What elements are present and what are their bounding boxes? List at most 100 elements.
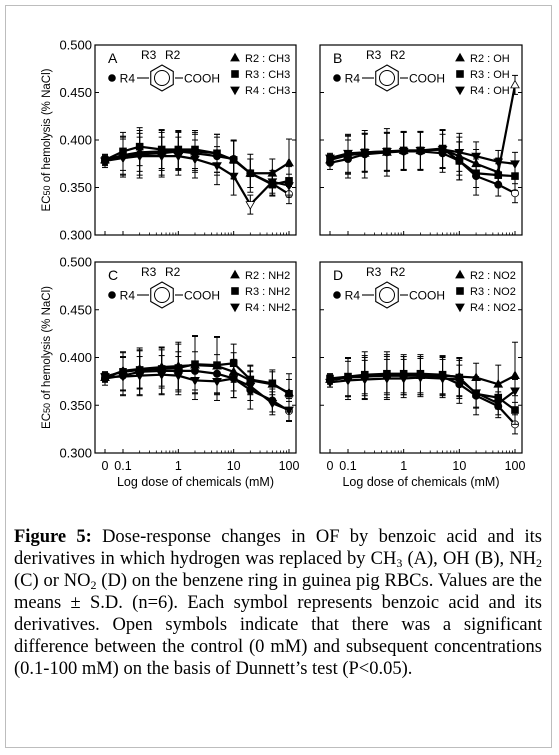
data-point <box>493 158 504 168</box>
caption-label: Figure 5: <box>14 527 92 547</box>
data-point <box>100 157 110 167</box>
data-point <box>511 406 519 414</box>
panel-letter: A <box>108 50 118 66</box>
x-tick-label: 10 <box>452 459 466 473</box>
legend-label: R2 : NO2 <box>470 270 516 282</box>
y-tick-label: 0.450 <box>59 302 92 317</box>
series-3 <box>325 357 520 416</box>
benzene-aromatic-circle <box>154 70 170 86</box>
caption-text-4: (D) on the benzene ring in guinea pig RB… <box>14 571 542 679</box>
y-tick-label: 0.350 <box>59 180 92 195</box>
structure-cooh-label: COOH <box>184 72 220 86</box>
series-3 <box>100 136 294 215</box>
data-point <box>245 382 256 392</box>
data-point <box>118 373 128 382</box>
y-tick-label: 0.500 <box>59 255 92 270</box>
legend-circle-marker <box>108 74 116 82</box>
x-tick-label: 100 <box>505 459 526 473</box>
legend-marker <box>455 52 465 62</box>
data-point <box>267 399 278 409</box>
data-point <box>284 157 294 167</box>
y-axis-label: EC50 of hemolysis (% NaCl) <box>41 68 53 211</box>
x-axis-label: Log dose of chemicals (mM) <box>342 475 499 489</box>
benzene-aromatic-circle <box>379 287 395 303</box>
structure-cooh-label: COOH <box>184 289 220 303</box>
benzene-ring <box>375 64 399 92</box>
data-point <box>284 182 294 191</box>
y-tick-label: 0.350 <box>59 398 92 413</box>
data-point <box>267 178 278 188</box>
legend-marker <box>456 287 464 295</box>
legend-label: R4 : NO2 <box>470 302 516 314</box>
x-tick-label: 0 <box>327 459 334 473</box>
legend-marker <box>230 269 240 279</box>
data-point <box>228 172 239 182</box>
y-tick-label: 0.300 <box>59 228 92 243</box>
benzene-ring <box>150 64 174 92</box>
series-0 <box>325 128 519 204</box>
data-point <box>118 154 128 164</box>
data-point <box>245 201 256 210</box>
legend-label: R3 : NH2 <box>245 286 290 298</box>
data-point <box>382 147 392 157</box>
data-point <box>212 162 222 171</box>
data-point <box>134 372 145 381</box>
data-point <box>156 152 167 162</box>
structure-r4-label: R4 <box>120 289 136 303</box>
caption-text-1: Dose-response changes in OF by benzoic a… <box>14 527 543 569</box>
y-tick-label: 0.300 <box>59 446 92 461</box>
figure-chart: 0.300 0.350 0.400 0.450 0.500 EC50 of hemolys… <box>41 38 526 490</box>
data-point <box>325 378 335 388</box>
structure-r3-label: R3 <box>141 265 157 279</box>
legend-label: R3 : OH <box>470 69 510 81</box>
benzene-ring <box>150 281 174 309</box>
data-point <box>471 152 481 162</box>
figure-caption: Figure 5: Dose-response changes in OF by… <box>14 526 542 680</box>
y-tick-label: 0.500 <box>59 38 92 53</box>
x-tick-label: 100 <box>279 459 300 473</box>
data-point <box>100 373 110 382</box>
structure-r4-label: R4 <box>120 72 136 86</box>
data-point <box>343 149 353 159</box>
benzene-aromatic-circle <box>379 70 395 86</box>
data-point <box>398 147 409 157</box>
caption-text-3: (C) or NO <box>14 571 91 591</box>
legend-marker <box>230 303 240 313</box>
panel-b: B R3 R2 R4 COOH R2 : OH R3 : OH R4 : OH <box>319 44 523 236</box>
data-point <box>246 169 255 178</box>
data-point <box>359 148 370 158</box>
data-point <box>285 389 293 398</box>
series-line <box>329 374 516 426</box>
x-tick-label: 1 <box>175 459 182 473</box>
data-point <box>173 152 184 162</box>
structure-r3-label: R3 <box>141 48 157 62</box>
structure-cooh-label: COOH <box>409 289 445 303</box>
legend-marker <box>455 86 465 96</box>
x-tick-label: 0.1 <box>114 459 131 473</box>
series-2 <box>326 354 519 425</box>
series-line <box>329 150 516 195</box>
series-2 <box>101 127 293 197</box>
structure-cooh-label: COOH <box>409 72 445 86</box>
panel-d: 0 0.1 1 10 100 Log dose of chemicals (mM) D R3 R… <box>319 261 526 489</box>
panel-c: 0.300 0.350 0.400 0.450 0.500 EC50 of hemolys… <box>41 255 299 490</box>
structure-r4-label: R4 <box>345 72 361 86</box>
caption-sub-1: 3 <box>396 556 403 570</box>
structure-r2-label: R2 <box>165 48 181 62</box>
legend-label: R4 : CH3 <box>245 85 290 97</box>
legend-label: R4 : OH <box>470 85 510 97</box>
data-point <box>190 155 200 165</box>
series-3 <box>100 355 294 422</box>
legend-circle-marker <box>108 291 116 299</box>
panel-letter: B <box>333 50 342 66</box>
legend-label: R3 : CH3 <box>245 69 290 81</box>
legend-label: R4 : NH2 <box>245 302 290 314</box>
data-point <box>510 79 520 89</box>
data-point <box>134 152 145 162</box>
legend-marker <box>455 303 465 313</box>
data-point <box>382 375 392 384</box>
structure-r3-label: R3 <box>366 265 382 279</box>
data-point <box>212 377 222 387</box>
series-line <box>104 155 290 207</box>
legend-marker <box>230 86 240 96</box>
